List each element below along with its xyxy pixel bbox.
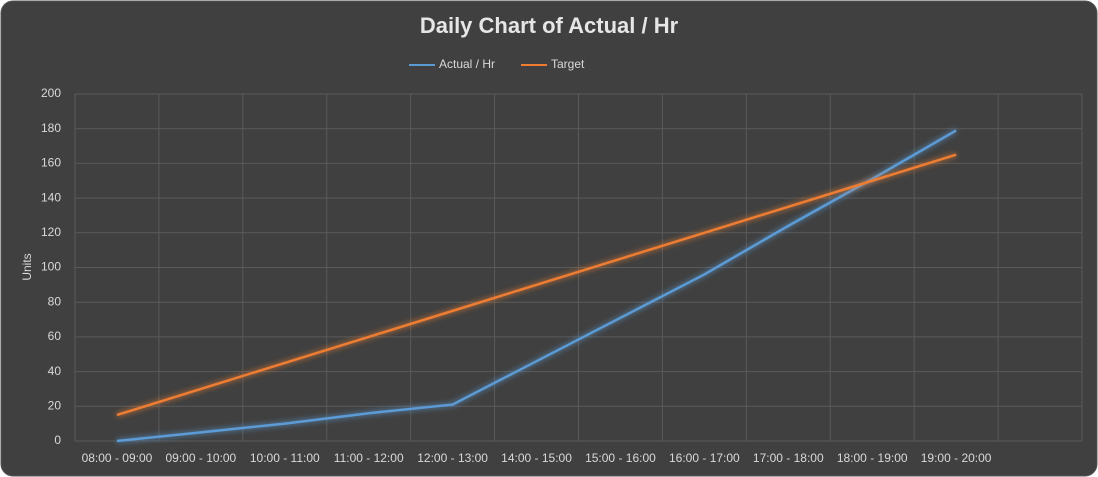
legend-label: Target (551, 57, 585, 71)
y-tick-label: 40 (48, 364, 62, 378)
y-tick-label: 140 (41, 190, 61, 204)
x-tick-label: 08:00 - 09:00 (82, 451, 153, 465)
y-axis-title: Units (20, 253, 34, 280)
series-line (116, 153, 957, 417)
chart-title: Daily Chart of Actual / Hr (420, 13, 679, 38)
x-tick-label: 15:00 - 16:00 (585, 451, 656, 465)
x-tick-label: 19:00 - 20:00 (921, 451, 992, 465)
x-tick-label: 09:00 - 10:00 (166, 451, 237, 465)
y-tick-label: 20 (48, 398, 62, 412)
y-tick-label: 180 (41, 121, 61, 135)
legend-label: Actual / Hr (439, 57, 495, 71)
y-tick-label: 120 (41, 225, 61, 239)
y-tick-label: 160 (41, 156, 61, 170)
x-tick-label: 12:00 - 13:00 (417, 451, 488, 465)
y-tick-label: 0 (54, 433, 61, 447)
x-tick-label: 17:00 - 18:00 (753, 451, 824, 465)
x-tick-label: 10:00 - 11:00 (250, 451, 320, 465)
x-tick-label: 18:00 - 19:00 (837, 451, 908, 465)
y-tick-label: 60 (48, 329, 62, 343)
y-tick-label: 200 (41, 86, 61, 100)
x-tick-label: 11:00 - 12:00 (334, 451, 404, 465)
x-tick-label: 16:00 - 17:00 (669, 451, 740, 465)
x-tick-label: 14:00 - 15:00 (501, 451, 572, 465)
series-line (116, 129, 957, 443)
y-tick-label: 80 (48, 294, 62, 308)
y-tick-label: 100 (41, 260, 61, 274)
